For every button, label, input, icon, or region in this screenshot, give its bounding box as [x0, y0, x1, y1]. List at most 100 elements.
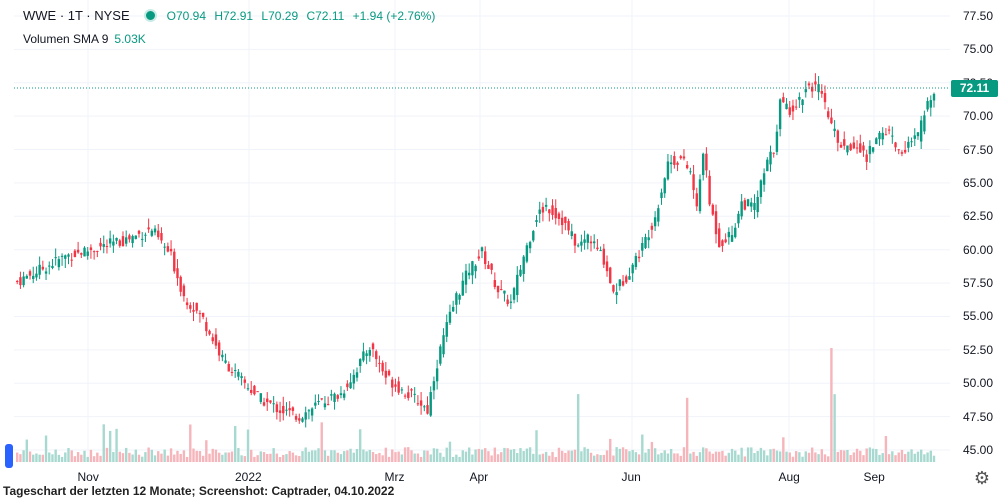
volume-bar: [128, 452, 131, 462]
price-tick-label: 50.00: [963, 376, 994, 391]
volume-bar: [596, 454, 599, 462]
volume-bar: [108, 430, 112, 462]
volume-bar: [278, 456, 282, 462]
volume-bar: [115, 428, 118, 462]
candle-body: [830, 117, 833, 124]
volume-bars: [16, 348, 936, 462]
candle-body: [397, 381, 400, 393]
candle-body: [426, 405, 429, 414]
volume-bar: [378, 452, 381, 462]
candle-body: [336, 395, 339, 399]
volume-bar: [910, 449, 913, 462]
time-scroll-handle[interactable]: [5, 444, 13, 468]
volume-bar: [19, 454, 22, 462]
candle-body: [435, 368, 439, 382]
volume-bar: [798, 452, 801, 462]
candle-body: [314, 402, 317, 406]
volume-bar: [355, 448, 359, 462]
volume-bar: [304, 447, 307, 462]
candle-body: [903, 149, 907, 153]
candle-body: [714, 211, 718, 235]
volume-bar: [679, 455, 682, 462]
candle-body: [253, 385, 256, 395]
candle-body: [798, 96, 801, 100]
volume-bar: [227, 452, 230, 462]
volume-bar: [525, 448, 529, 462]
volume-bar: [400, 454, 404, 462]
volume-bar: [16, 452, 19, 462]
volume-bar: [144, 452, 147, 462]
candle-body: [666, 161, 670, 180]
candle-body: [48, 265, 51, 267]
symbol-title[interactable]: WWE · 1T · NYSE: [23, 8, 130, 23]
candle-body: [583, 239, 586, 243]
volume-bar: [73, 456, 77, 462]
candle-body: [108, 238, 112, 244]
ohlc-values: O70.94 H72.91 L70.29 C72.11 +1.94 (+2.76…: [167, 9, 441, 23]
candle-body: [609, 267, 612, 284]
volume-bar: [849, 455, 852, 462]
candle-body: [676, 162, 679, 165]
candle-body: [230, 371, 234, 373]
candle-body: [743, 200, 747, 210]
volume-bar: [121, 453, 125, 462]
candle-body: [852, 142, 856, 149]
candle-body: [474, 265, 477, 272]
volume-bar: [599, 455, 602, 462]
candle-body: [467, 272, 471, 276]
candle-body: [532, 231, 535, 241]
volume-bar: [394, 452, 397, 462]
candle-body: [320, 398, 323, 400]
volume-bar: [759, 447, 763, 462]
candle-body: [70, 259, 73, 261]
candle-body: [724, 239, 727, 243]
candle-body: [679, 156, 682, 159]
candle-body: [673, 156, 676, 165]
volume-bar: [105, 447, 109, 462]
candle-body: [775, 131, 779, 152]
volume-bar: [173, 454, 176, 462]
candle-body: [801, 99, 804, 106]
candle-body: [166, 246, 170, 252]
volume-bar: [442, 456, 445, 462]
volume-bar: [750, 447, 753, 462]
volume-bar: [567, 450, 570, 462]
candle-body: [16, 281, 19, 283]
volume-bar: [734, 450, 737, 462]
volume-bar: [99, 455, 102, 462]
candle-body: [342, 393, 346, 398]
volume-bar: [718, 451, 721, 462]
volume-bar: [878, 454, 881, 462]
candle-body: [641, 243, 644, 251]
volume-bar: [365, 451, 368, 462]
volume-bar: [868, 447, 872, 462]
volume-bar: [301, 451, 304, 462]
candle-body: [442, 335, 445, 355]
volume-legend[interactable]: Volumen SMA 9 5.03K: [23, 32, 146, 46]
candle-body: [573, 233, 577, 246]
volume-bar: [22, 450, 25, 462]
volume-bar: [791, 456, 795, 462]
volume-bar: [294, 455, 298, 462]
candle-body: [477, 256, 481, 259]
price-tick-label: 70.00: [963, 109, 994, 124]
candle-body: [557, 213, 561, 219]
candle-body: [730, 235, 734, 242]
settings-gear-icon[interactable]: ⚙: [973, 468, 991, 488]
candle-body: [365, 353, 368, 357]
candle-body: [272, 403, 275, 405]
candle-body: [509, 301, 513, 303]
volume-bar: [176, 450, 179, 462]
volume-bar: [660, 452, 663, 462]
candle-body: [814, 81, 817, 85]
candle-body: [173, 251, 176, 272]
candle-body: [698, 179, 702, 212]
candle-body: [913, 135, 916, 139]
volume-bar: [266, 453, 269, 462]
volume-bar: [352, 452, 355, 462]
volume-bar: [932, 455, 936, 462]
candle-body: [307, 410, 311, 412]
candle-body: [772, 152, 775, 154]
candle-body: [160, 233, 163, 241]
